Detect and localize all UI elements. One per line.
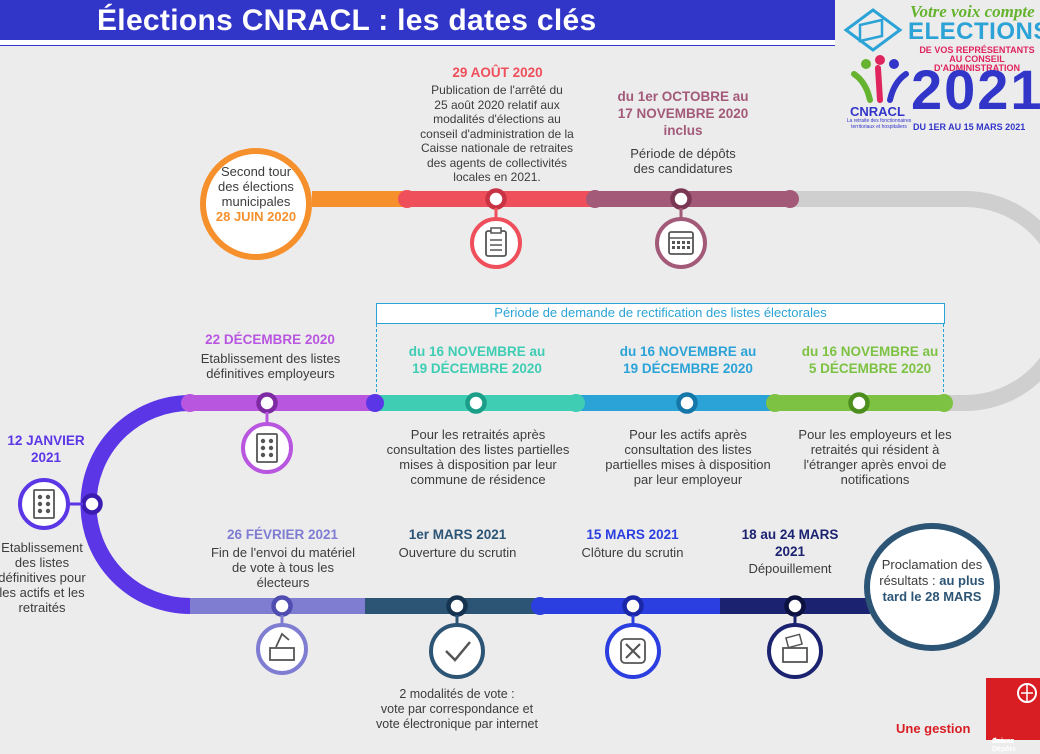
ballot-logo-icon xyxy=(843,8,903,52)
marker-mars1 xyxy=(446,595,468,617)
marker-nov-retraites xyxy=(465,392,487,414)
nov-retraites-date: du 16 NOVEMBRE au 19 DÉCEMBRE 2020 xyxy=(408,344,546,376)
cnracl-figures-icon xyxy=(851,55,909,103)
junction-dot xyxy=(398,190,416,208)
badge-slogan: Votre voix compte xyxy=(910,2,1035,21)
marker-mars18 xyxy=(784,595,806,617)
aout-date: 29 AOÛT 2020 xyxy=(452,65,543,80)
junction-dot xyxy=(935,394,953,412)
marker-dec22 xyxy=(256,392,278,414)
mars15-text: Clôture du scrutin xyxy=(581,545,684,560)
aout-text: Publication de l'arrêté du 25 août 2020 r… xyxy=(420,83,574,184)
envelope-box-icon xyxy=(256,623,308,675)
marker-jan12 xyxy=(81,493,103,515)
junction-dot xyxy=(766,394,784,412)
jan12-text: Etablissement des listes définitives pour l… xyxy=(0,540,86,615)
mars18-date: 18 au 24 MARS 2021 xyxy=(741,527,839,559)
elections-badge: Votre voix compte ELECTIONS DE VOS REPRÉ… xyxy=(838,0,1040,140)
header-banner: Élections CNRACL : les dates clés xyxy=(0,0,835,46)
fev26-date: 26 FÉVRIER 2021 xyxy=(226,527,339,542)
junction-dot xyxy=(181,394,199,412)
footer-gestion: Une gestion xyxy=(896,721,971,736)
clipboard-icon xyxy=(470,217,522,269)
final-results-circle: Proclamation des résultats : au plus tar… xyxy=(864,523,1000,651)
nov-retraites-text: Pour les retraités après consultation des… xyxy=(386,427,570,487)
badge-elections: ELECTIONS xyxy=(908,18,1040,45)
segment-grey xyxy=(790,191,1040,411)
marker-nov-actifs xyxy=(676,392,698,414)
dec22-date: 22 DÉCEMBRE 2020 xyxy=(205,332,335,347)
mars18-text: Dépouillement xyxy=(748,561,832,576)
mars15-date: 15 MARS 2021 xyxy=(586,527,679,542)
octobre-text: Période de dépôts des candidatures xyxy=(630,146,736,176)
jan12-date: 12 JANVIER 2021 xyxy=(7,433,85,465)
rectification-banner: Période de demande de rectification des … xyxy=(376,303,945,324)
rectification-bracket xyxy=(376,324,944,392)
check-icon xyxy=(429,623,485,679)
marker-nov-employeurs xyxy=(848,392,870,414)
final-text: Proclamation des résultats : au plus tar… xyxy=(879,557,985,604)
marker-fev26 xyxy=(271,595,293,617)
badge-dates: DU 1ER AU 15 MARS 2021 xyxy=(913,122,1026,132)
cdc-emblem-icon xyxy=(1017,683,1037,703)
ballot-box-icon xyxy=(767,623,823,679)
segment-indigo xyxy=(80,395,191,614)
junction-dot xyxy=(567,394,585,412)
fev26-text: Fin de l'envoi du matériel de vote à tous… xyxy=(210,545,356,590)
marker-mars15 xyxy=(622,595,644,617)
voter-list-icon xyxy=(241,422,293,474)
mars1-text: Ouverture du scrutin xyxy=(398,545,517,560)
nov-employeurs-text: Pour les employeurs et les retraités qui … xyxy=(798,427,952,487)
badge-subtitle: DE VOS REPRÉSENTANTS AU CONSEIL D'ADMINIS… xyxy=(919,45,1035,73)
badge-year: 2021 xyxy=(911,58,1040,121)
cnracl-tagline: La retraite des fonctionnaires territori… xyxy=(846,118,912,130)
header-rule xyxy=(0,40,835,45)
cnracl-logo: CNRACL xyxy=(850,104,905,119)
first-round-text: Second tour des élections municipales 28… xyxy=(215,164,297,224)
marker-octobre xyxy=(670,188,692,210)
nov-actifs-date: du 16 NOVEMBRE au 19 DÉCEMBRE 2020 xyxy=(619,344,757,376)
mars1-date: 1er MARS 2021 xyxy=(408,527,507,542)
nov-actifs-text: Pour les actifs après consultation des li… xyxy=(605,427,771,487)
caisse-depots-logo: Caisse des Dépôts GROUPE xyxy=(986,678,1040,753)
nov-employeurs-date: du 16 NOVEMBRE au 5 DÉCEMBRE 2020 xyxy=(801,344,939,376)
calendar-icon xyxy=(655,217,707,269)
mars1-below-text: 2 modalités de vote : vote par correspond… xyxy=(376,687,538,731)
voter-list-icon-jan xyxy=(18,478,70,530)
junction-dot xyxy=(586,190,604,208)
page-title: Élections CNRACL : les dates clés xyxy=(97,4,597,37)
cross-icon xyxy=(605,623,661,679)
junction-dot xyxy=(531,597,549,615)
junction-dot xyxy=(781,190,799,208)
dec22-text: Etablissement des listes définitives empl… xyxy=(200,351,341,381)
marker-aout xyxy=(485,188,507,210)
octobre-date: du 1er OCTOBRE au 17 NOVEMBRE 2020 inclus xyxy=(617,89,749,138)
first-round-circle: Second tour des élections municipales 28… xyxy=(200,148,312,260)
junction-dot xyxy=(366,394,384,412)
